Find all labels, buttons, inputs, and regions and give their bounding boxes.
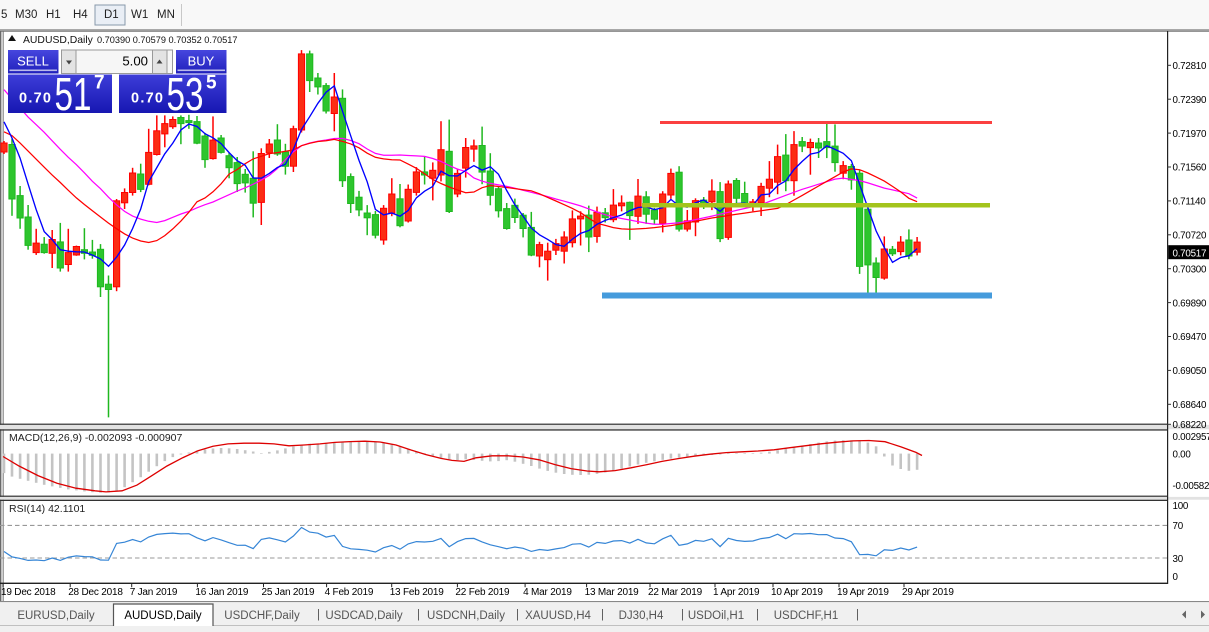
svg-text:100: 100 — [1173, 501, 1189, 512]
svg-text:USDCAD,Daily: USDCAD,Daily — [325, 610, 403, 622]
svg-text:RSI(14) 42.1101: RSI(14) 42.1101 — [9, 503, 85, 515]
svg-text:M30: M30 — [15, 9, 37, 21]
svg-text:AUDUSD,Daily: AUDUSD,Daily — [23, 35, 94, 46]
svg-text:SELL: SELL — [17, 54, 49, 69]
svg-text:0.69050: 0.69050 — [1173, 366, 1207, 377]
svg-text:|: | — [856, 609, 859, 621]
svg-text:0.72390: 0.72390 — [1173, 95, 1207, 106]
svg-text:|: | — [601, 609, 604, 621]
svg-text:1 Apr 2019: 1 Apr 2019 — [713, 587, 760, 598]
svg-text:28 Dec 2018: 28 Dec 2018 — [68, 587, 123, 598]
svg-text:4 Feb 2019: 4 Feb 2019 — [325, 587, 374, 598]
svg-text:51: 51 — [55, 68, 92, 120]
svg-text:H1: H1 — [46, 9, 61, 21]
svg-text:0.69470: 0.69470 — [1173, 332, 1207, 343]
svg-text:13 Feb 2019: 13 Feb 2019 — [390, 587, 445, 598]
svg-text:22 Feb 2019: 22 Feb 2019 — [455, 587, 510, 598]
svg-text:USDOil,H1: USDOil,H1 — [688, 610, 744, 622]
svg-text:W1: W1 — [131, 9, 148, 21]
svg-text:22 Mar 2019: 22 Mar 2019 — [648, 587, 703, 598]
svg-text:7 Jan 2019: 7 Jan 2019 — [130, 587, 178, 598]
svg-text:5.00: 5.00 — [122, 54, 148, 69]
svg-text:13 Mar 2019: 13 Mar 2019 — [585, 587, 640, 598]
svg-text:4 Mar 2019: 4 Mar 2019 — [523, 587, 572, 598]
svg-text:0.70: 0.70 — [131, 91, 163, 107]
svg-text:|: | — [681, 609, 684, 621]
svg-text:|: | — [317, 609, 320, 621]
svg-text:USDCHF,H1: USDCHF,H1 — [774, 610, 839, 622]
svg-text:0.71970: 0.71970 — [1173, 129, 1207, 140]
svg-text:16 Jan 2019: 16 Jan 2019 — [195, 587, 248, 598]
svg-text:AUDUSD,Daily: AUDUSD,Daily — [124, 610, 202, 622]
svg-text:0.70300: 0.70300 — [1173, 264, 1207, 275]
svg-text:|: | — [756, 609, 759, 621]
svg-text:DJ30,H4: DJ30,H4 — [619, 610, 664, 622]
svg-text:MACD(12,26,9) -0.002093 -0.000: MACD(12,26,9) -0.002093 -0.000907 — [9, 432, 183, 444]
svg-text:5: 5 — [206, 73, 217, 94]
svg-text:53: 53 — [167, 68, 204, 120]
svg-text:70: 70 — [1173, 521, 1184, 532]
svg-text:0.69890: 0.69890 — [1173, 298, 1207, 309]
svg-text:5: 5 — [1, 9, 7, 21]
svg-text:19 Dec 2018: 19 Dec 2018 — [1, 587, 56, 598]
svg-text:BUY: BUY — [188, 54, 215, 69]
svg-text:D1: D1 — [104, 9, 119, 21]
svg-text:0.70: 0.70 — [19, 91, 51, 107]
svg-text:7: 7 — [94, 73, 105, 94]
svg-text:|: | — [417, 609, 420, 621]
svg-text:0.68220: 0.68220 — [1173, 420, 1207, 431]
svg-text:0: 0 — [1173, 572, 1179, 583]
svg-text:30: 30 — [1173, 554, 1184, 565]
svg-text:25 Jan 2019: 25 Jan 2019 — [262, 587, 315, 598]
svg-text:MN: MN — [157, 9, 175, 21]
svg-text:0.70390 0.70579 0.70352 0.7051: 0.70390 0.70579 0.70352 0.70517 — [97, 35, 238, 45]
svg-text:|: | — [516, 609, 519, 621]
svg-text:H4: H4 — [73, 9, 88, 21]
svg-text:0.71140: 0.71140 — [1173, 197, 1207, 208]
svg-text:0.00: 0.00 — [1173, 449, 1192, 460]
svg-text:29 Apr 2019: 29 Apr 2019 — [902, 587, 954, 598]
svg-text:USDCNH,Daily: USDCNH,Daily — [427, 610, 505, 622]
svg-text:0.71560: 0.71560 — [1173, 163, 1207, 174]
svg-text:19 Apr 2019: 19 Apr 2019 — [837, 587, 889, 598]
svg-text:0.70720: 0.70720 — [1173, 231, 1207, 242]
svg-text:0.70517: 0.70517 — [1173, 248, 1207, 259]
svg-text:10 Apr 2019: 10 Apr 2019 — [771, 587, 823, 598]
svg-text:USDCHF,Daily: USDCHF,Daily — [224, 610, 300, 622]
svg-text:0.72810: 0.72810 — [1173, 61, 1207, 72]
svg-text:EURUSD,Daily: EURUSD,Daily — [17, 610, 95, 622]
svg-text:-0.005825: -0.005825 — [1173, 481, 1209, 492]
svg-text:XAUUSD,H4: XAUUSD,H4 — [525, 610, 591, 622]
svg-text:0.68640: 0.68640 — [1173, 400, 1207, 411]
svg-text:0.002957: 0.002957 — [1173, 432, 1209, 443]
